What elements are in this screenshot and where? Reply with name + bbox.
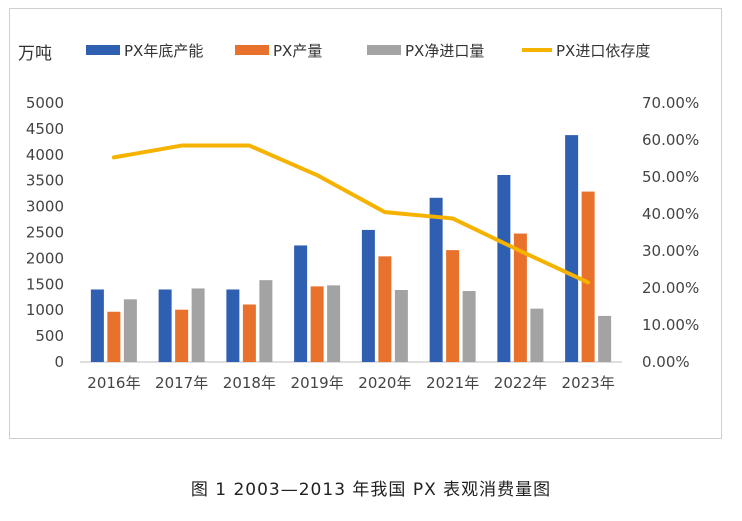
bar-3 — [598, 315, 612, 362]
bar-3 — [327, 285, 341, 362]
left-tick-label: 0 — [54, 353, 64, 371]
left-tick-label: 4500 — [26, 120, 64, 138]
legend-swatch — [367, 45, 401, 55]
left-tick-label: 2000 — [26, 249, 64, 267]
x-tick-label: 2017年 — [155, 374, 208, 392]
bar-1 — [361, 229, 375, 362]
x-tick-label: 2023年 — [562, 374, 615, 392]
left-axis-unit: 万吨 — [18, 44, 52, 64]
bar-3 — [394, 289, 408, 362]
bar-3 — [259, 280, 273, 362]
left-axis-ticks: 0 500 1000 1500 2000 2500 3000 3500 4000 4500 5000 — [26, 94, 64, 371]
x-axis-ticks: 2016年 2017年 2018年 2019年 2020年 2021年 2022年 2023年 — [87, 374, 614, 392]
right-tick-label: 0.00% — [642, 353, 690, 371]
bar-3 — [530, 308, 544, 362]
right-tick-label: 60.00% — [642, 131, 699, 149]
bar-2 — [175, 309, 189, 362]
figure-caption: 图 1 2003—2013 年我国 PX 表观消费量图 — [190, 480, 552, 500]
bar-1 — [429, 197, 443, 362]
legend-label: PX产量 — [273, 42, 322, 60]
x-tick-label: 2018年 — [223, 374, 276, 392]
right-tick-label: 20.00% — [642, 279, 699, 297]
bar-1 — [226, 289, 240, 362]
right-tick-label: 10.00% — [642, 316, 699, 334]
bar-2 — [242, 304, 256, 362]
dependency-line — [111, 143, 591, 285]
left-tick-label: 1500 — [26, 275, 64, 293]
bar-1 — [294, 245, 308, 362]
left-tick-label: 3500 — [26, 172, 64, 190]
legend-swatch — [86, 45, 120, 55]
legend-label: PX年底产能 — [124, 42, 203, 60]
bar-1 — [90, 289, 104, 362]
left-tick-label: 3000 — [26, 198, 64, 216]
bars — [90, 135, 612, 362]
right-tick-label: 30.00% — [642, 242, 699, 260]
x-tick-label: 2019年 — [291, 374, 344, 392]
left-tick-label: 1000 — [26, 301, 64, 319]
right-tick-label: 40.00% — [642, 205, 699, 223]
left-tick-label: 500 — [35, 327, 64, 345]
x-tick-label: 2022年 — [494, 374, 547, 392]
legend-label: PX进口依存度 — [556, 42, 650, 60]
bar-2 — [446, 250, 460, 362]
bar-1 — [158, 289, 172, 362]
bar-2 — [581, 191, 595, 362]
bar-2 — [310, 286, 324, 362]
left-tick-label: 4000 — [26, 146, 64, 164]
bar-2 — [107, 311, 121, 362]
left-tick-label: 5000 — [26, 94, 64, 112]
bar-1 — [565, 135, 579, 362]
dependency-line-series — [111, 143, 591, 285]
bar-2 — [513, 233, 527, 362]
bar-1 — [497, 175, 511, 362]
bar-2 — [378, 256, 392, 362]
combo-chart: 万吨 PX年底产能 PX产量 PX净进口量 PX进口依存度 0 500 1000 1500 2… — [18, 42, 699, 392]
right-tick-label: 70.00% — [642, 94, 699, 112]
x-tick-label: 2020年 — [358, 374, 411, 392]
bar-3 — [462, 291, 476, 362]
bar-3 — [123, 299, 137, 362]
x-tick-label: 2016年 — [87, 374, 140, 392]
bar-3 — [191, 288, 205, 362]
right-axis-ticks: 0.00% 10.00% 20.00% 30.00% 40.00% 50.00% 60.00… — [642, 94, 699, 371]
legend-label: PX净进口量 — [405, 42, 484, 60]
right-tick-label: 50.00% — [642, 168, 699, 186]
legend: PX年底产能 PX产量 PX净进口量 PX进口依存度 — [86, 42, 650, 60]
legend-swatch — [235, 45, 269, 55]
chart-frame: 万吨 PX年底产能 PX产量 PX净进口量 PX进口依存度 0 500 1000 1500 2… — [9, 8, 722, 439]
x-tick-label: 2021年 — [426, 374, 479, 392]
left-tick-label: 2500 — [26, 224, 64, 242]
